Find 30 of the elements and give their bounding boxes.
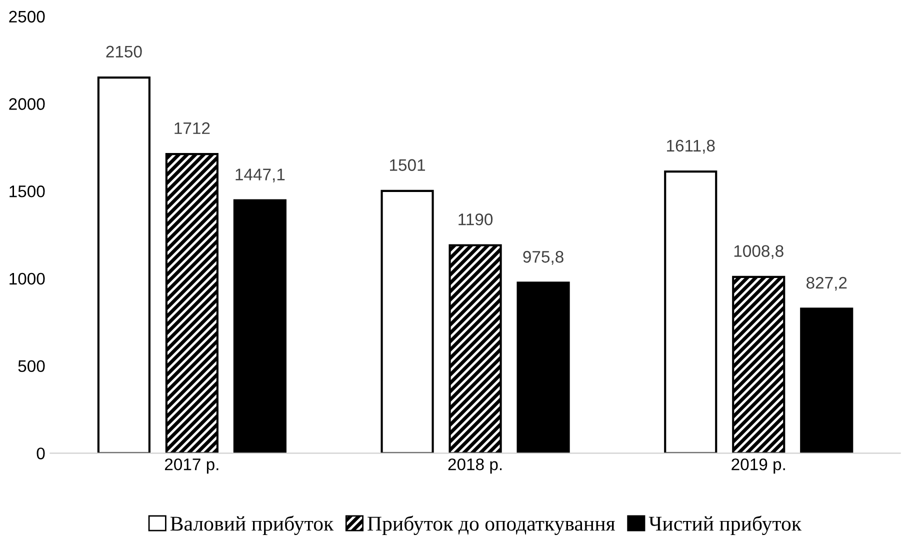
bar [516,282,570,454]
bar [233,199,286,454]
data-label: 975,8 [523,250,564,265]
data-label: 1190 [458,214,493,226]
legend-label: Валовий прибуток [170,516,334,536]
bar [165,153,218,454]
y-tick-label: 0 [36,448,45,460]
bar [664,170,718,454]
x-tick-label: 2018 р. [448,458,502,474]
bar [97,76,150,454]
data-label: 1501 [390,159,426,171]
data-label: 1447,1 [236,168,285,182]
legend-label: Чистий прибуток [648,516,802,536]
bar [800,308,854,454]
bar [448,244,502,454]
data-label: 2150 [106,46,142,58]
data-label: 1611,8 [667,140,715,154]
y-tick-label: 500 [18,360,45,372]
x-tick-label: 2019 р. [732,458,785,474]
legend-label: Прибуток до оподаткування [368,516,615,536]
y-tick-label: 1500 [10,186,45,198]
data-label: 1008,8 [734,245,784,259]
y-tick-label: 2000 [9,98,45,110]
x-tick-label: 2017 р. [164,458,218,474]
y-tick-label: 1000 [10,272,45,285]
bar [732,276,786,454]
bar [380,190,434,454]
data-label: 1712 [174,122,210,134]
data-label: 827,2 [806,276,847,291]
y-tick-label: 2500 [9,10,45,23]
